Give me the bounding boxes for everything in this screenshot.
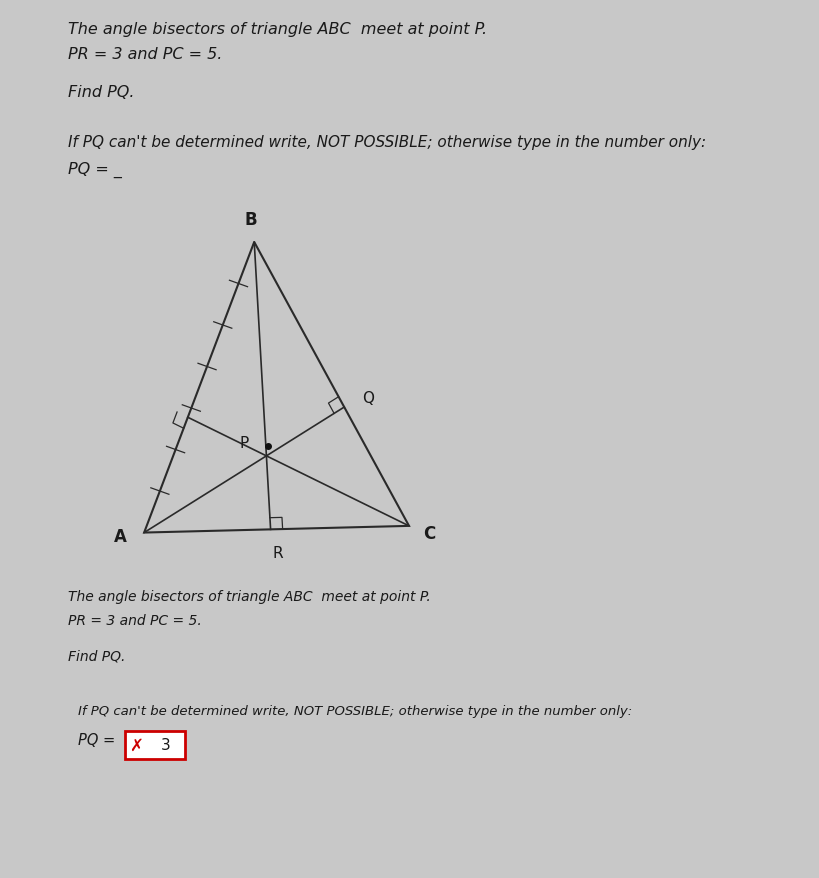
Text: If PQ can't be determined write, NOT POSSIBLE; otherwise type in the number only: If PQ can't be determined write, NOT POS… xyxy=(78,704,632,717)
Text: PR = 3 and PC = 5.: PR = 3 and PC = 5. xyxy=(68,614,201,627)
Text: C: C xyxy=(423,524,436,542)
Text: B: B xyxy=(244,211,257,228)
FancyBboxPatch shape xyxy=(125,731,185,759)
Text: P: P xyxy=(240,435,249,450)
Text: R: R xyxy=(272,545,283,561)
Text: The angle bisectors of triangle ABC  meet at point P.: The angle bisectors of triangle ABC meet… xyxy=(68,589,431,603)
Text: 3: 3 xyxy=(161,738,171,752)
Text: Find PQ.: Find PQ. xyxy=(68,649,125,663)
Text: PQ =: PQ = xyxy=(78,732,120,747)
Text: Find PQ.: Find PQ. xyxy=(68,85,134,100)
Text: PQ = _: PQ = _ xyxy=(68,162,122,178)
Text: Q: Q xyxy=(362,390,374,405)
Text: The angle bisectors of triangle ABC  meet at point P.: The angle bisectors of triangle ABC meet… xyxy=(68,22,487,37)
Text: If PQ can't be determined write, NOT POSSIBLE; otherwise type in the number only: If PQ can't be determined write, NOT POS… xyxy=(68,135,706,150)
Text: PR = 3 and PC = 5.: PR = 3 and PC = 5. xyxy=(68,47,223,62)
Text: ✗: ✗ xyxy=(129,736,143,754)
Text: A: A xyxy=(114,528,126,545)
